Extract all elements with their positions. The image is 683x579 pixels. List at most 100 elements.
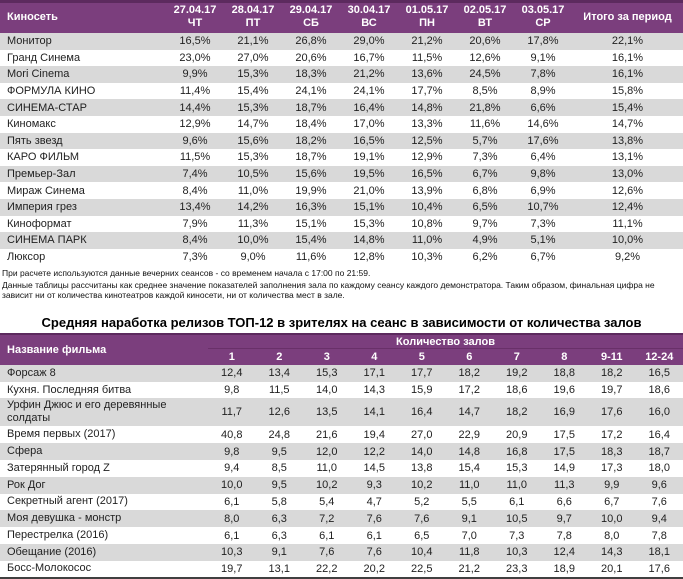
viewers-per-session-value: 18,3 xyxy=(588,443,636,460)
halls-count-header: 9-11 xyxy=(588,349,636,365)
occupancy-value: 6,2% xyxy=(456,249,514,266)
occupancy-value: 14,7% xyxy=(224,116,282,133)
viewers-per-session-value: 9,4 xyxy=(636,510,683,527)
halls-count-header: 4 xyxy=(351,349,399,365)
viewers-per-session-value: 10,2 xyxy=(303,477,351,494)
viewers-per-session-value: 11,3 xyxy=(541,477,589,494)
occupancy-value: 14,4% xyxy=(166,99,224,116)
occupancy-value: 6,7% xyxy=(514,249,572,266)
viewers-per-session-value: 19,2 xyxy=(493,365,541,382)
period-total-value: 12,4% xyxy=(572,199,683,216)
viewers-per-session-value: 5,8 xyxy=(256,494,304,511)
viewers-per-session-value: 20,1 xyxy=(588,561,636,578)
occupancy-value: 13,6% xyxy=(398,66,456,83)
date-column-header: 27.04.17 ЧТ xyxy=(166,2,224,34)
occupancy-value: 20,6% xyxy=(282,50,340,67)
occupancy-value: 9,7% xyxy=(456,216,514,233)
occupancy-value: 24,1% xyxy=(340,83,398,100)
viewers-per-session-value: 13,4 xyxy=(256,365,304,382)
occupancy-value: 8,4% xyxy=(166,182,224,199)
occupancy-value: 9,0% xyxy=(224,249,282,266)
viewers-per-session-value: 6,6 xyxy=(541,494,589,511)
occupancy-value: 17,8% xyxy=(514,33,572,50)
occupancy-value: 11,3% xyxy=(224,216,282,233)
weekday-label: ЧТ xyxy=(166,17,224,30)
film-name-header: Название фильма xyxy=(0,334,208,365)
cinema-name: Mori Cinema xyxy=(0,66,166,83)
viewers-per-session-value: 9,3 xyxy=(351,477,399,494)
cinema-name: Империя грез xyxy=(0,199,166,216)
viewers-per-session-value: 14,7 xyxy=(446,398,494,426)
viewers-per-session-value: 13,5 xyxy=(303,398,351,426)
viewers-per-session-value: 12,2 xyxy=(351,443,399,460)
viewers-per-session-value: 9,1 xyxy=(446,510,494,527)
occupancy-value: 5,1% xyxy=(514,232,572,249)
film-name: Урфин Джюс и его деревянные солдаты xyxy=(0,398,208,426)
occupancy-value: 7,4% xyxy=(166,166,224,183)
footnote-evening-sessions: При расчете используются данные вечерних… xyxy=(0,268,683,279)
viewers-per-session-value: 40,8 xyxy=(208,426,256,443)
occupancy-value: 10,3% xyxy=(398,249,456,266)
viewers-per-session-value: 8,0 xyxy=(208,510,256,527)
occupancy-value: 21,0% xyxy=(340,182,398,199)
occupancy-value: 23,0% xyxy=(166,50,224,67)
occupancy-value: 10,0% xyxy=(224,232,282,249)
film-name: Форсаж 8 xyxy=(0,365,208,382)
viewers-per-session-value: 17,6 xyxy=(588,398,636,426)
occupancy-value: 9,8% xyxy=(514,166,572,183)
occupancy-value: 18,7% xyxy=(282,99,340,116)
cinema-name: ФОРМУЛА КИНО xyxy=(0,83,166,100)
occupancy-value: 6,6% xyxy=(514,99,572,116)
occupancy-value: 15,3% xyxy=(224,66,282,83)
occupancy-value: 18,2% xyxy=(282,133,340,150)
viewers-per-session-value: 5,5 xyxy=(446,494,494,511)
occupancy-value: 5,7% xyxy=(456,133,514,150)
viewers-per-session-value: 14,5 xyxy=(351,460,399,477)
viewers-per-session-value: 14,9 xyxy=(541,460,589,477)
viewers-per-session-value: 11,5 xyxy=(256,382,304,399)
occupancy-value: 18,3% xyxy=(282,66,340,83)
viewers-per-session-value: 11,0 xyxy=(446,477,494,494)
viewers-per-session-value: 9,1 xyxy=(256,544,304,561)
viewers-per-session-value: 12,4 xyxy=(541,544,589,561)
viewers-per-session-value: 10,5 xyxy=(493,510,541,527)
occupancy-value: 19,5% xyxy=(340,166,398,183)
viewers-per-session-value: 18,6 xyxy=(493,382,541,399)
cinema-name: КАРО ФИЛЬМ xyxy=(0,149,166,166)
weekday-label: СР xyxy=(514,17,572,30)
viewers-per-session-value: 6,3 xyxy=(256,527,304,544)
viewers-per-session-value: 19,7 xyxy=(588,382,636,399)
viewers-per-session-value: 18,8 xyxy=(541,365,589,382)
cinema-table-header-row: Киносеть 27.04.17 ЧТ 28.04.17 ПТ 29.04.1… xyxy=(0,2,683,34)
occupancy-value: 7,8% xyxy=(514,66,572,83)
viewers-per-session-value: 11,7 xyxy=(208,398,256,426)
viewers-per-session-value: 14,0 xyxy=(398,443,446,460)
occupancy-value: 17,7% xyxy=(398,83,456,100)
occupancy-value: 8,4% xyxy=(166,232,224,249)
viewers-per-session-value: 9,7 xyxy=(541,510,589,527)
occupancy-value: 16,7% xyxy=(340,50,398,67)
halls-count-header: 12-24 xyxy=(636,349,683,365)
occupancy-value: 6,8% xyxy=(456,182,514,199)
occupancy-value: 7,9% xyxy=(166,216,224,233)
occupancy-value: 21,1% xyxy=(224,33,282,50)
viewers-per-session-value: 7,8 xyxy=(636,527,683,544)
period-total-value: 13,1% xyxy=(572,149,683,166)
viewers-per-session-value: 17,3 xyxy=(588,460,636,477)
occupancy-value: 10,8% xyxy=(398,216,456,233)
cinema-table-header: Киносеть 27.04.17 ЧТ 28.04.17 ПТ 29.04.1… xyxy=(0,2,683,34)
halls-group-header-row: Название фильма Количество залов xyxy=(0,334,683,349)
viewers-per-session-value: 6,1 xyxy=(208,494,256,511)
viewers-per-session-value: 7,6 xyxy=(398,510,446,527)
